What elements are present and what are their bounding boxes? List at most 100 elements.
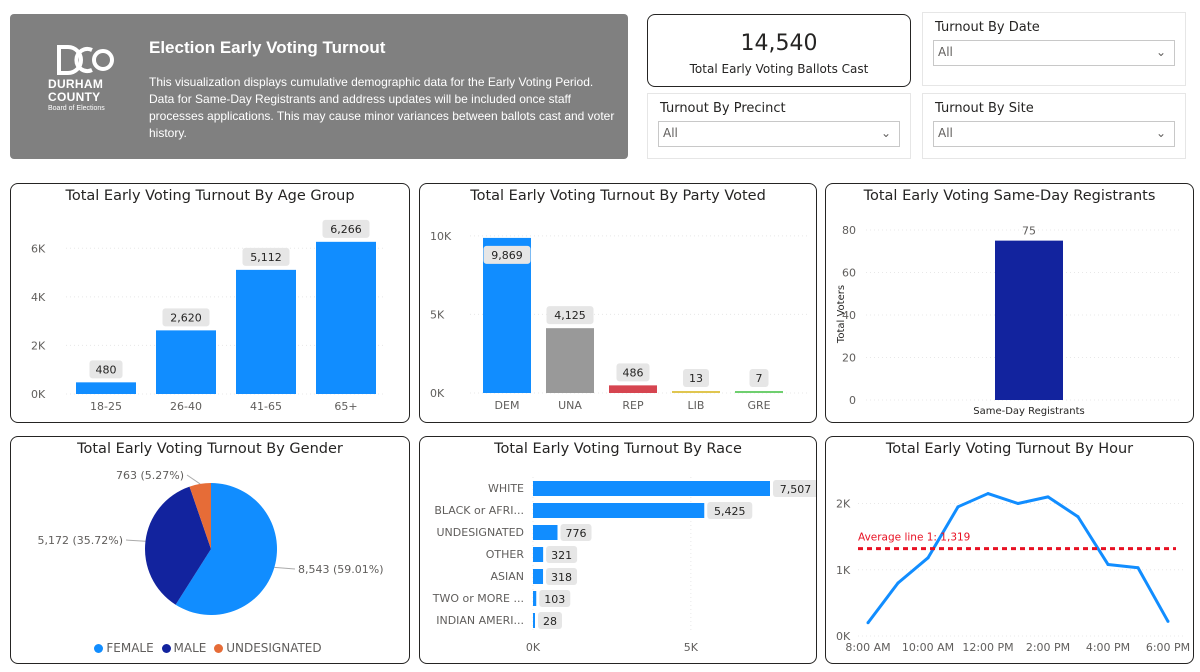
data-label: 8,543 (59.01%) bbox=[298, 563, 384, 576]
slicer-site-dropdown[interactable]: All ⌄ bbox=[933, 121, 1175, 147]
y-tick-label: 0 bbox=[849, 394, 856, 407]
bar-BLACK or AFRI... bbox=[533, 503, 705, 518]
y-tick-label: 2K bbox=[31, 339, 46, 352]
x-tick-label: REP bbox=[622, 399, 644, 412]
chart-sameday: 0 20 40 60 80 Total Voters 75 Same-Day Registra… bbox=[836, 224, 1181, 417]
y-tick-label: 0K bbox=[31, 388, 46, 401]
data-point bbox=[1076, 515, 1080, 519]
slicer-date-dropdown[interactable]: All ⌄ bbox=[933, 40, 1175, 66]
gender-legend: FEMALE MALE UNDESIGNATED bbox=[11, 641, 409, 655]
data-label: 318 bbox=[551, 571, 572, 584]
x-tick-label: 2:00 PM bbox=[1026, 641, 1070, 654]
data-label: 6,266 bbox=[330, 223, 362, 236]
data-label-bg bbox=[773, 480, 816, 497]
data-label-bg bbox=[707, 502, 753, 519]
data-point bbox=[896, 581, 900, 585]
leader-line bbox=[186, 474, 201, 485]
slice-female bbox=[175, 483, 277, 615]
x-tick-label: 10:00 AM bbox=[902, 641, 954, 654]
data-label: 9,869 bbox=[491, 249, 523, 262]
data-label: 75 bbox=[1022, 225, 1036, 238]
county-logo: DURHAM COUNTY Board of Elections bbox=[48, 44, 124, 114]
data-point bbox=[1136, 566, 1140, 570]
data-label-bg bbox=[683, 369, 709, 387]
y-tick-label: 0K bbox=[836, 630, 851, 643]
chart-gender: 8,543 (59.01%) 5,172 (35.72%) 763 (5.27%) bbox=[37, 469, 384, 615]
chart-gender-panel: Total Early Voting Turnout By Gender 8,5… bbox=[10, 436, 410, 664]
series-line bbox=[866, 492, 1170, 624]
y-tick-label: 0K bbox=[430, 387, 445, 400]
chevron-down-icon: ⌄ bbox=[1155, 45, 1166, 59]
logo-line1: DURHAM bbox=[48, 77, 104, 91]
data-label-bg bbox=[560, 524, 592, 541]
data-label: 763 (5.27%) bbox=[116, 469, 184, 482]
data-label-bg bbox=[546, 568, 578, 585]
y-axis-title: Total Voters bbox=[836, 285, 847, 344]
chart-age: 0K 2K 4K 6K 480 18-25 2,620 26-40 5,112 41-65 6,26… bbox=[31, 219, 386, 413]
bar-UNDESIGNATED bbox=[533, 525, 558, 540]
y-tick-label: OTHER bbox=[486, 548, 525, 561]
total-ballots-value: 14,540 bbox=[740, 31, 818, 56]
page-description: This visualization displays cumulative d… bbox=[149, 75, 615, 140]
chart-party-panel: Total Early Voting Turnout By Party Vote… bbox=[419, 183, 817, 423]
bar-18-25 bbox=[76, 382, 136, 394]
data-label: 7,507 bbox=[780, 483, 812, 496]
bar-65+ bbox=[316, 241, 376, 394]
slicer-site-value: All bbox=[938, 126, 953, 140]
x-tick-label: 12:00 PM bbox=[962, 641, 1013, 654]
page-title: Election Early Voting Turnout bbox=[149, 38, 386, 57]
data-label-bg bbox=[546, 306, 594, 325]
slice-male bbox=[145, 486, 211, 605]
data-label-bg bbox=[483, 245, 531, 264]
data-point bbox=[1166, 619, 1170, 623]
data-label: 28 bbox=[543, 615, 557, 628]
bar-OTHER bbox=[533, 547, 544, 562]
x-tick-label: 6:00 PM bbox=[1146, 641, 1190, 654]
data-label: 5,112 bbox=[250, 251, 282, 264]
y-tick-label: 60 bbox=[842, 267, 856, 280]
y-tick-label: 10K bbox=[430, 230, 452, 243]
data-label-bg bbox=[546, 546, 578, 563]
chart-hour-title: Total Early Voting Turnout By Hour bbox=[885, 441, 1134, 457]
bar-TWO or MORE ... bbox=[533, 591, 537, 606]
x-tick-label: 5K bbox=[684, 641, 699, 654]
bar-WHITE bbox=[533, 481, 770, 496]
chart-party: 0K 5K 10K 9,869 DEM 4,125 UNA 486 REP 13 LIB 7 GRE bbox=[430, 230, 810, 412]
legend-item-female[interactable]: FEMALE bbox=[94, 641, 154, 655]
x-tick-label: 8:00 AM bbox=[845, 641, 890, 654]
y-tick-label: 4K bbox=[31, 291, 46, 304]
chevron-down-icon: ⌄ bbox=[880, 126, 891, 140]
slice-undesignated bbox=[189, 483, 211, 549]
data-point bbox=[1106, 562, 1110, 566]
x-tick-label: 4:00 PM bbox=[1086, 641, 1130, 654]
y-tick-label: 40 bbox=[842, 309, 856, 322]
data-label: 776 bbox=[565, 527, 586, 540]
y-tick-label: 1K bbox=[836, 564, 851, 577]
data-point bbox=[986, 492, 990, 496]
data-label-bg bbox=[539, 590, 571, 607]
leader-line bbox=[125, 539, 146, 542]
legend-item-undesignated[interactable]: UNDESIGNATED bbox=[214, 641, 322, 655]
x-tick-label: UNA bbox=[558, 399, 582, 412]
chart-hour: 0K 1K 2K 8:00 AM 10:00 AM 12:00 PM 2:00 PM 4:00… bbox=[836, 492, 1190, 654]
average-line-label: Average line 1: 1,319 bbox=[858, 532, 970, 544]
y-tick-label: 20 bbox=[842, 352, 856, 365]
x-tick-label: 41-65 bbox=[250, 400, 282, 413]
slicer-site-title: Turnout By Site bbox=[935, 101, 1034, 116]
bar-UNA bbox=[546, 328, 594, 393]
data-label: 480 bbox=[96, 363, 117, 376]
bar-same-day bbox=[995, 240, 1063, 400]
chart-race: 0K 5K WHITE 7,507 BLACK or AFRI... 5,425 UNDES… bbox=[432, 477, 816, 654]
slicer-precinct-dropdown[interactable]: All ⌄ bbox=[658, 121, 900, 147]
legend-item-male[interactable]: MALE bbox=[161, 641, 206, 655]
bar-GRE bbox=[735, 391, 783, 393]
data-label-bg bbox=[538, 612, 562, 629]
y-tick-label: 80 bbox=[842, 224, 856, 237]
y-tick-label: WHITE bbox=[488, 482, 524, 495]
x-tick-label: 18-25 bbox=[90, 400, 122, 413]
y-tick-label: ASIAN bbox=[490, 570, 524, 583]
chart-sameday-title: Total Early Voting Same-Day Registrants bbox=[863, 188, 1156, 204]
data-label-bg bbox=[162, 308, 210, 327]
chart-race-panel: Total Early Voting Turnout By Race 0K 5K W… bbox=[419, 436, 817, 664]
data-label: 2,620 bbox=[170, 311, 202, 324]
